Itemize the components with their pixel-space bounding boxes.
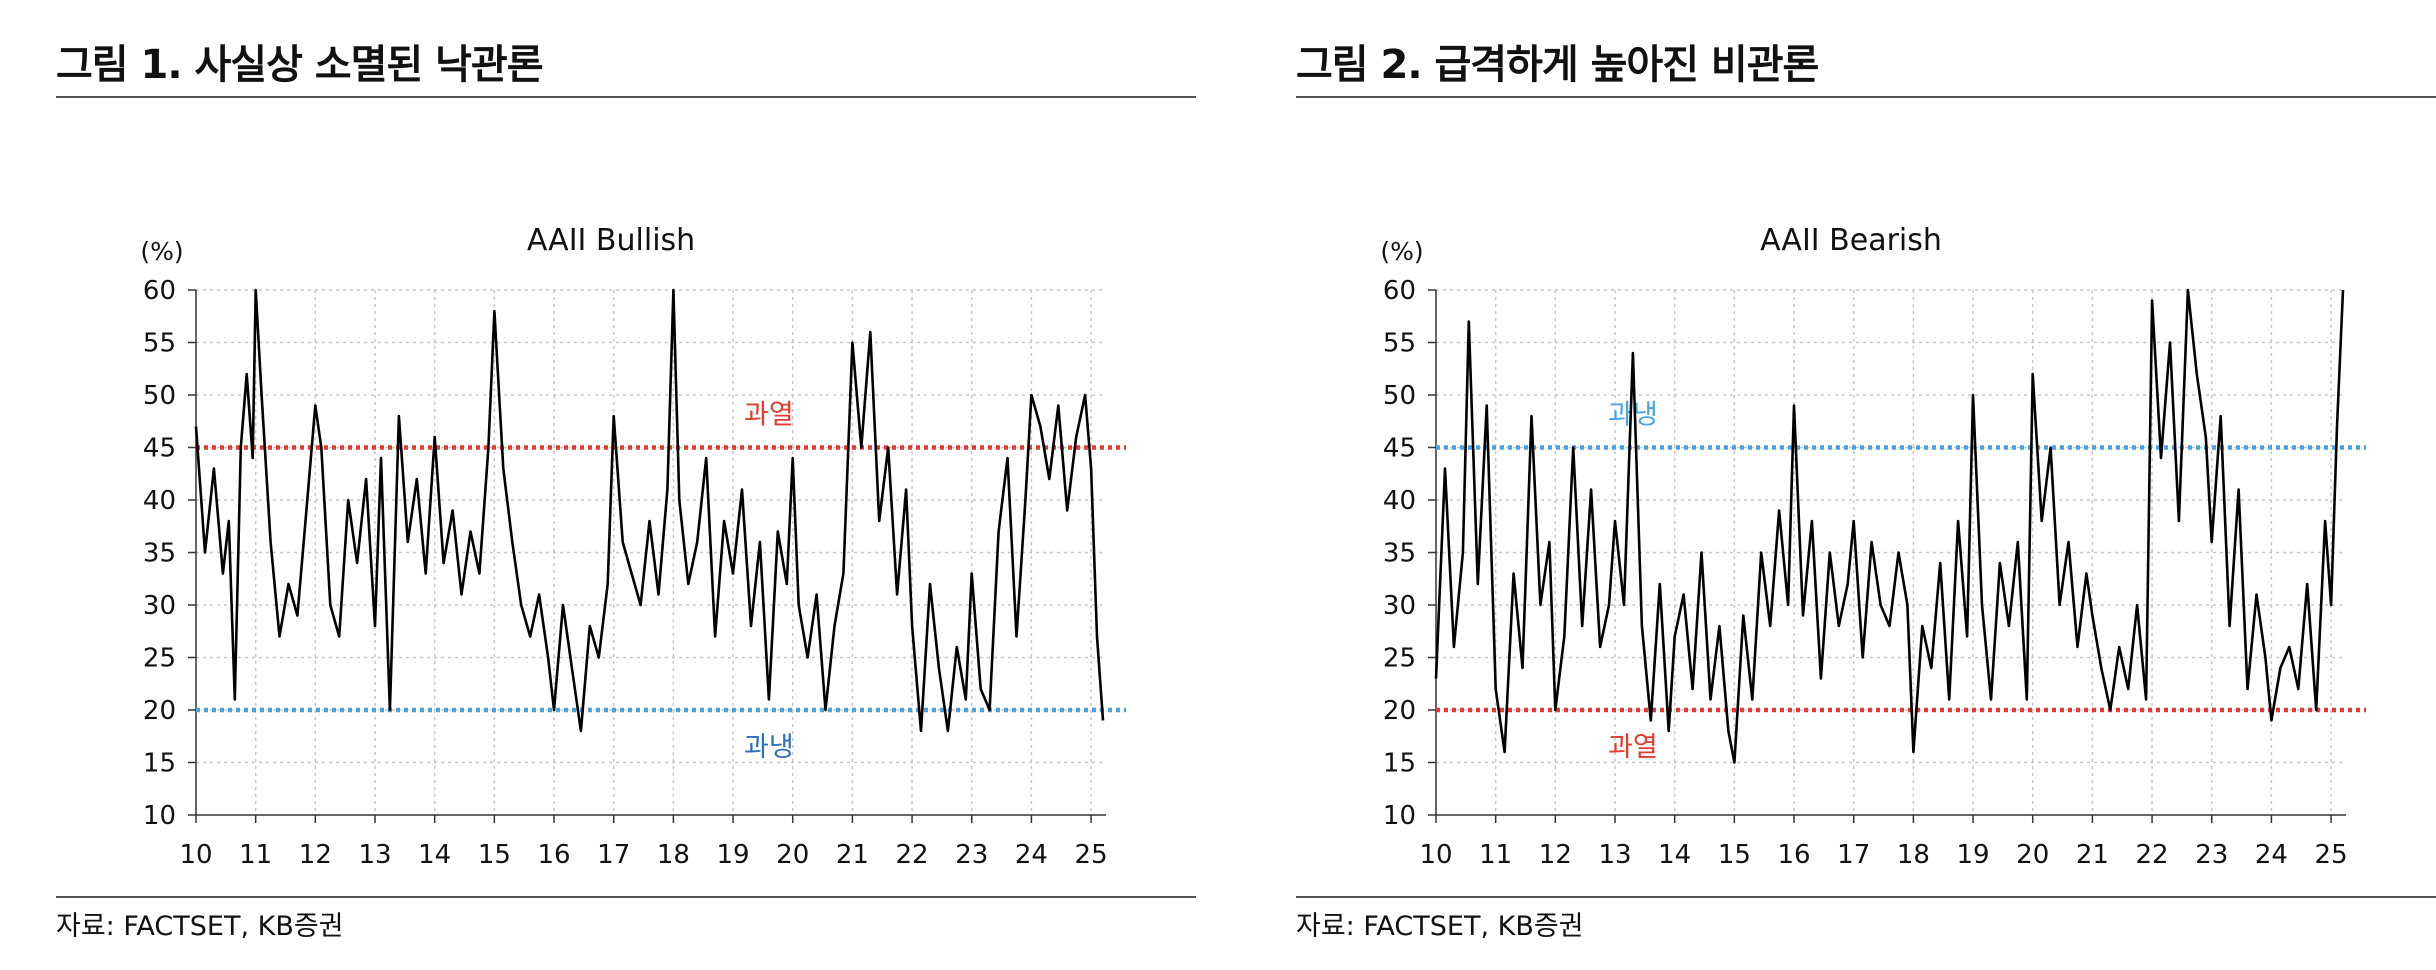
x-tick-label: 10 xyxy=(1419,840,1452,870)
chart-title: AAII Bearish xyxy=(1760,223,1942,258)
figure-1-title: 그림 1. 사실상 소멸된 낙관론 xyxy=(56,42,544,88)
figure-2-panel: 그림 2. 급격하게 높아진 비관론 AAII Bearish (%) 10 15 20… xyxy=(1296,0,2436,970)
y-tick-label: 40 xyxy=(143,486,176,516)
y-tick-label: 60 xyxy=(143,276,176,306)
y-tick-label: 30 xyxy=(1383,591,1416,621)
reference-line-label: 과열 xyxy=(744,400,794,431)
x-tick-label: 18 xyxy=(657,840,690,870)
x-tick-label: 20 xyxy=(2016,840,2049,870)
figure-1-bottom-rule xyxy=(56,896,1196,898)
x-tick-label: 10 xyxy=(179,840,212,870)
reference-line-label: 과열 xyxy=(1608,732,1658,763)
y-tick-label: 45 xyxy=(1383,434,1416,464)
chart-title: AAII Bullish xyxy=(527,223,695,258)
y-tick-label: 25 xyxy=(143,644,176,674)
y-tick-label: 10 xyxy=(1383,801,1416,831)
x-tick-label: 17 xyxy=(1837,840,1870,870)
reference-line-label: 과냉 xyxy=(744,732,794,763)
x-tick-label: 12 xyxy=(299,840,332,870)
x-tick-label: 19 xyxy=(717,840,750,870)
series-line xyxy=(194,288,1105,733)
y-tick-label: 45 xyxy=(143,434,176,464)
x-tick-label: 25 xyxy=(1075,840,1108,870)
y-tick-label: 20 xyxy=(1383,696,1416,726)
x-tick-label: 11 xyxy=(1479,840,1512,870)
y-tick-label: 30 xyxy=(143,591,176,621)
y-tick-label: 60 xyxy=(1383,276,1416,306)
y-tick-label: 15 xyxy=(143,749,176,779)
x-tick-label: 19 xyxy=(1957,840,1990,870)
x-tick-label: 14 xyxy=(418,840,451,870)
x-tick-label: 17 xyxy=(597,840,630,870)
figure-2-top-rule xyxy=(1296,96,2436,98)
x-tick-label: 24 xyxy=(1015,840,1048,870)
reference-line-label: 과냉 xyxy=(1608,400,1658,431)
x-tick-label: 23 xyxy=(955,840,988,870)
x-tick-label: 13 xyxy=(1598,840,1631,870)
y-tick-label: 20 xyxy=(143,696,176,726)
x-tick-label: 22 xyxy=(2136,840,2169,870)
x-tick-label: 23 xyxy=(2195,840,2228,870)
x-tick-label: 16 xyxy=(1777,840,1810,870)
x-tick-label: 15 xyxy=(478,840,511,870)
x-tick-label: 24 xyxy=(2255,840,2288,870)
x-tick-label: 16 xyxy=(537,840,570,870)
figure-1-source: 자료: FACTSET, KB증권 xyxy=(56,911,344,942)
y-tick-label: 55 xyxy=(1383,329,1416,359)
series-line xyxy=(1434,288,2345,764)
x-tick-label: 13 xyxy=(358,840,391,870)
bearish-line-chart: AAII Bearish (%) 10 15 20 25 30 35 40 45 50 55 60 10 1… xyxy=(1380,223,2366,870)
y-tick-label: 35 xyxy=(143,539,176,569)
y-tick-label: 50 xyxy=(143,381,176,411)
y-tick-label: 50 xyxy=(1383,381,1416,411)
figure-2-bottom-rule xyxy=(1296,896,2436,898)
bullish-line-chart: AAII Bullish (%) 10 15 20 25 30 35 40 45 50 55 60 10 1… xyxy=(140,223,1126,870)
y-tick-label: 10 xyxy=(143,801,176,831)
y-tick-label: 35 xyxy=(1383,539,1416,569)
x-tick-label: 21 xyxy=(836,840,869,870)
x-tick-label: 20 xyxy=(776,840,809,870)
y-tick-label: 55 xyxy=(143,329,176,359)
figure-2-title: 그림 2. 급격하게 높아진 비관론 xyxy=(1296,42,1819,88)
x-tick-label: 12 xyxy=(1539,840,1572,870)
figure-2-source: 자료: FACTSET, KB증권 xyxy=(1296,911,1584,942)
x-tick-label: 18 xyxy=(1897,840,1930,870)
y-tick-label: 15 xyxy=(1383,749,1416,779)
figure-1-top-rule xyxy=(56,96,1196,98)
x-tick-label: 11 xyxy=(239,840,272,870)
x-tick-label: 21 xyxy=(2076,840,2109,870)
x-tick-label: 22 xyxy=(896,840,929,870)
x-tick-label: 14 xyxy=(1658,840,1691,870)
x-tick-label: 15 xyxy=(1718,840,1751,870)
y-tick-label: 40 xyxy=(1383,486,1416,516)
x-tick-label: 25 xyxy=(2315,840,2348,870)
y-tick-label: 25 xyxy=(1383,644,1416,674)
figure-1-panel: 그림 1. 사실상 소멸된 낙관론 AAII Bullish (%) 10 15 20 2… xyxy=(56,0,1196,970)
y-axis-unit: (%) xyxy=(140,237,183,266)
y-axis-unit: (%) xyxy=(1380,237,1423,266)
